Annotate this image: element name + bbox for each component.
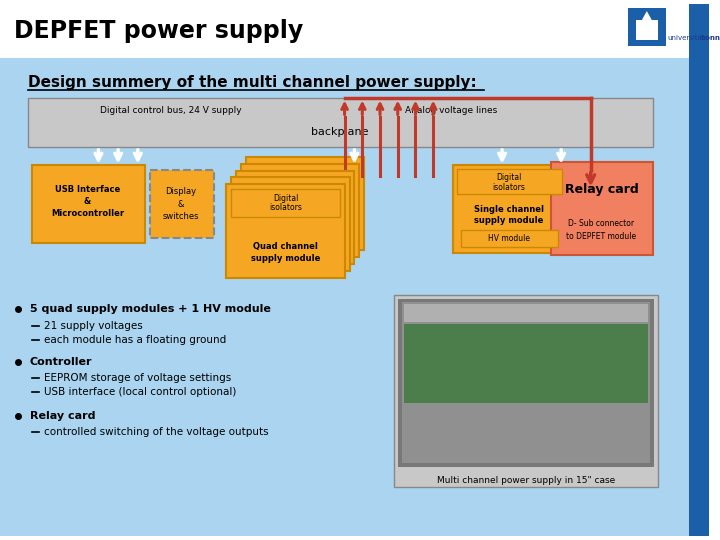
Bar [692, 181, 705, 194]
Text: Digital: Digital [273, 194, 298, 202]
Bar [404, 305, 648, 322]
Text: Analog voltage lines: Analog voltage lines [405, 106, 497, 115]
Text: each module has a floating ground: each module has a floating ground [45, 335, 227, 345]
Bar [0, 58, 689, 536]
Text: Display: Display [166, 187, 197, 195]
Bar [150, 170, 214, 239]
Bar [241, 164, 359, 257]
Bar [231, 189, 340, 217]
Text: D- Sub connector: D- Sub connector [569, 219, 634, 228]
Text: Digital: Digital [294, 172, 317, 178]
Text: Relay card: Relay card [564, 183, 639, 196]
Text: 21 supply voltages: 21 supply voltages [45, 321, 143, 331]
Text: Digital: Digital [289, 178, 312, 184]
Bar [692, 63, 705, 76]
Text: Controller: Controller [30, 356, 92, 367]
Text: &: & [84, 197, 91, 206]
Text: bonn: bonn [700, 35, 720, 40]
Bar [453, 165, 566, 253]
Bar [689, 4, 709, 536]
Text: supply module: supply module [474, 217, 544, 225]
Bar [636, 20, 657, 39]
Bar [226, 184, 345, 278]
Text: isolators: isolators [290, 181, 320, 187]
Text: Design summery of the multi channel power supply:: Design summery of the multi channel powe… [27, 76, 477, 90]
Bar [692, 123, 705, 135]
Text: USB interface (local control optional): USB interface (local control optional) [45, 387, 237, 397]
Bar [27, 98, 653, 147]
Text: backplane: backplane [311, 127, 369, 137]
Text: switches: switches [163, 212, 199, 221]
Bar [692, 359, 705, 372]
Bar [692, 300, 705, 312]
Text: Digital: Digital [496, 173, 522, 182]
Text: Multi channel power supply in 15" case: Multi channel power supply in 15" case [436, 476, 615, 485]
Text: 5 quad supply modules + 1 HV module: 5 quad supply modules + 1 HV module [30, 305, 271, 314]
Text: Digital control bus, 24 V supply: Digital control bus, 24 V supply [99, 106, 241, 115]
Text: Single channel: Single channel [474, 205, 544, 214]
Text: USB Interface: USB Interface [55, 185, 120, 194]
Text: to DEPFET module: to DEPFET module [567, 232, 636, 241]
Text: isolators: isolators [269, 204, 302, 212]
Bar [397, 299, 654, 467]
Bar [461, 230, 558, 247]
Text: Digital: Digital [279, 192, 302, 198]
Bar [246, 157, 364, 251]
Text: isolators: isolators [285, 188, 315, 194]
Bar [394, 295, 657, 487]
Text: isolators: isolators [492, 183, 526, 192]
Polygon shape [642, 11, 652, 20]
Text: Digital: Digital [284, 185, 307, 191]
Text: &: & [178, 200, 184, 208]
Text: Quad channel: Quad channel [253, 242, 318, 251]
Text: Microcontroller: Microcontroller [51, 210, 124, 218]
Text: HV module: HV module [488, 234, 530, 243]
Text: universität: universität [667, 35, 705, 40]
Bar [236, 171, 354, 264]
Bar [0, 4, 689, 58]
Bar [692, 240, 705, 253]
Bar [404, 324, 648, 403]
Bar [552, 161, 653, 255]
Text: Relay card: Relay card [30, 411, 95, 421]
Text: EEPROM storage of voltage settings: EEPROM storage of voltage settings [45, 373, 232, 383]
Bar [402, 302, 649, 463]
Bar [456, 168, 562, 194]
Text: DEPFET power supply: DEPFET power supply [14, 19, 303, 43]
Bar [611, 4, 689, 58]
Bar [32, 165, 145, 244]
Text: controlled switching of the voltage outputs: controlled switching of the voltage outp… [45, 428, 269, 437]
Text: supply module: supply module [251, 254, 320, 262]
Bar [231, 178, 349, 271]
Text: isolators: isolators [276, 202, 305, 208]
Text: isolators: isolators [281, 195, 310, 201]
Bar [628, 8, 665, 45]
